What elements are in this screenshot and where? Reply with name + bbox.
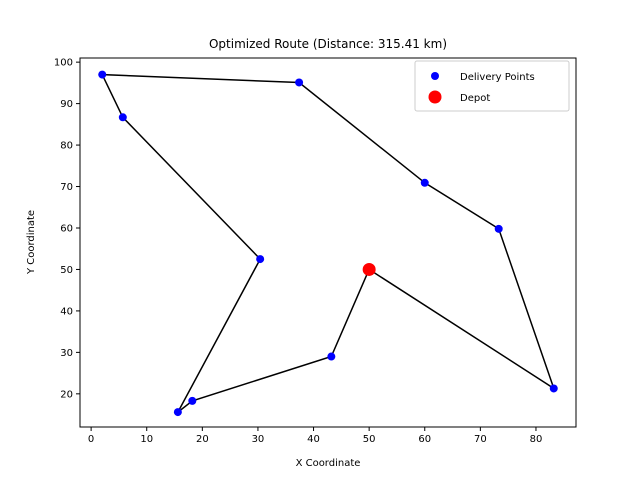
legend-marker-delivery-points (431, 72, 439, 80)
axes-frame (79, 57, 577, 428)
legend: Delivery Points Depot (414, 60, 570, 112)
depot-point (362, 262, 376, 276)
x-tick-label: 10 (140, 434, 153, 445)
delivery-point (173, 408, 182, 417)
y-tick-label: 100 (54, 58, 73, 69)
delivery-point (494, 224, 503, 233)
y-tick-label: 20 (60, 389, 73, 400)
y-axis-label: Y Coordinate (26, 210, 37, 275)
x-tick-label: 30 (252, 434, 265, 445)
route-line (100, 73, 556, 413)
delivery-point (188, 396, 197, 405)
x-tick-label: 20 (196, 434, 209, 445)
y-tick-label: 90 (60, 99, 73, 110)
delivery-point (327, 352, 336, 361)
x-tick-label: 50 (363, 434, 376, 445)
y-tick-label: 80 (60, 141, 73, 152)
delivery-point (420, 178, 429, 187)
x-tick-label: 80 (530, 434, 543, 445)
legend-box (414, 60, 570, 112)
legend-marker-depot (428, 90, 442, 104)
y-tick-label: 50 (60, 265, 73, 276)
y-tick-label: 40 (60, 306, 73, 317)
y-tick-label: 70 (60, 182, 73, 193)
delivery-point (118, 113, 127, 122)
axes: 0 10 20 30 40 50 60 70 80 20 30 40 50 60 70 80 90 100 (54, 57, 577, 445)
y-tick-label: 30 (60, 348, 73, 359)
x-axis-label: X Coordinate (296, 458, 361, 469)
legend-label-delivery-points: Delivery Points (460, 72, 535, 83)
chart-title: Optimized Route (Distance: 315.41 km) (209, 37, 447, 51)
plot-area (98, 70, 558, 417)
legend-label-depot: Depot (460, 93, 490, 104)
x-tick-label: 60 (418, 434, 431, 445)
x-tick-label: 40 (307, 434, 320, 445)
x-tick-label: 0 (88, 434, 94, 445)
delivery-point (295, 78, 304, 87)
delivery-point (549, 384, 558, 393)
delivery-point (256, 255, 265, 264)
y-tick-label: 60 (60, 223, 73, 234)
delivery-point (98, 70, 107, 79)
x-tick-label: 70 (474, 434, 487, 445)
